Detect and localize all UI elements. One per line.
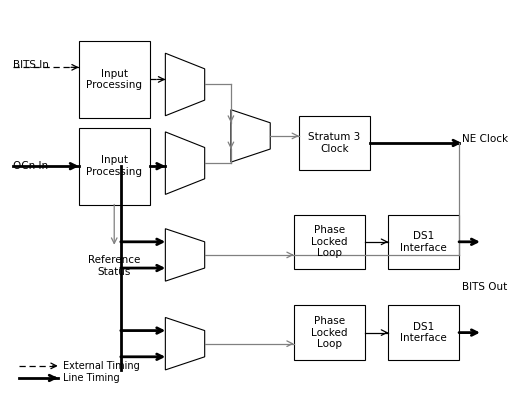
Text: External Timing: External Timing [63,361,140,371]
FancyBboxPatch shape [388,215,459,269]
Text: Input
Processing: Input Processing [86,69,142,90]
FancyBboxPatch shape [79,128,149,204]
Text: Stratum 3
Clock: Stratum 3 Clock [308,132,360,154]
Polygon shape [165,317,205,370]
Polygon shape [165,132,205,194]
FancyBboxPatch shape [79,41,149,118]
Text: DS1
Interface: DS1 Interface [400,231,447,253]
Text: Phase
Locked
Loop: Phase Locked Loop [311,225,348,258]
Text: Input
Processing: Input Processing [86,155,142,177]
Polygon shape [165,53,205,116]
FancyBboxPatch shape [299,116,370,170]
Text: Line Timing: Line Timing [63,373,120,383]
Text: BITS In: BITS In [13,60,49,70]
FancyBboxPatch shape [388,306,459,360]
Text: OCn In: OCn In [13,161,48,171]
Polygon shape [165,229,205,281]
FancyBboxPatch shape [294,215,365,269]
Text: NE Clock: NE Clock [462,134,508,144]
FancyBboxPatch shape [294,306,365,360]
Text: Phase
Locked
Loop: Phase Locked Loop [311,316,348,349]
Text: DS1
Interface: DS1 Interface [400,322,447,344]
Text: Reference
Status: Reference Status [88,255,140,276]
Polygon shape [231,110,270,162]
Text: BITS Out: BITS Out [462,282,507,292]
